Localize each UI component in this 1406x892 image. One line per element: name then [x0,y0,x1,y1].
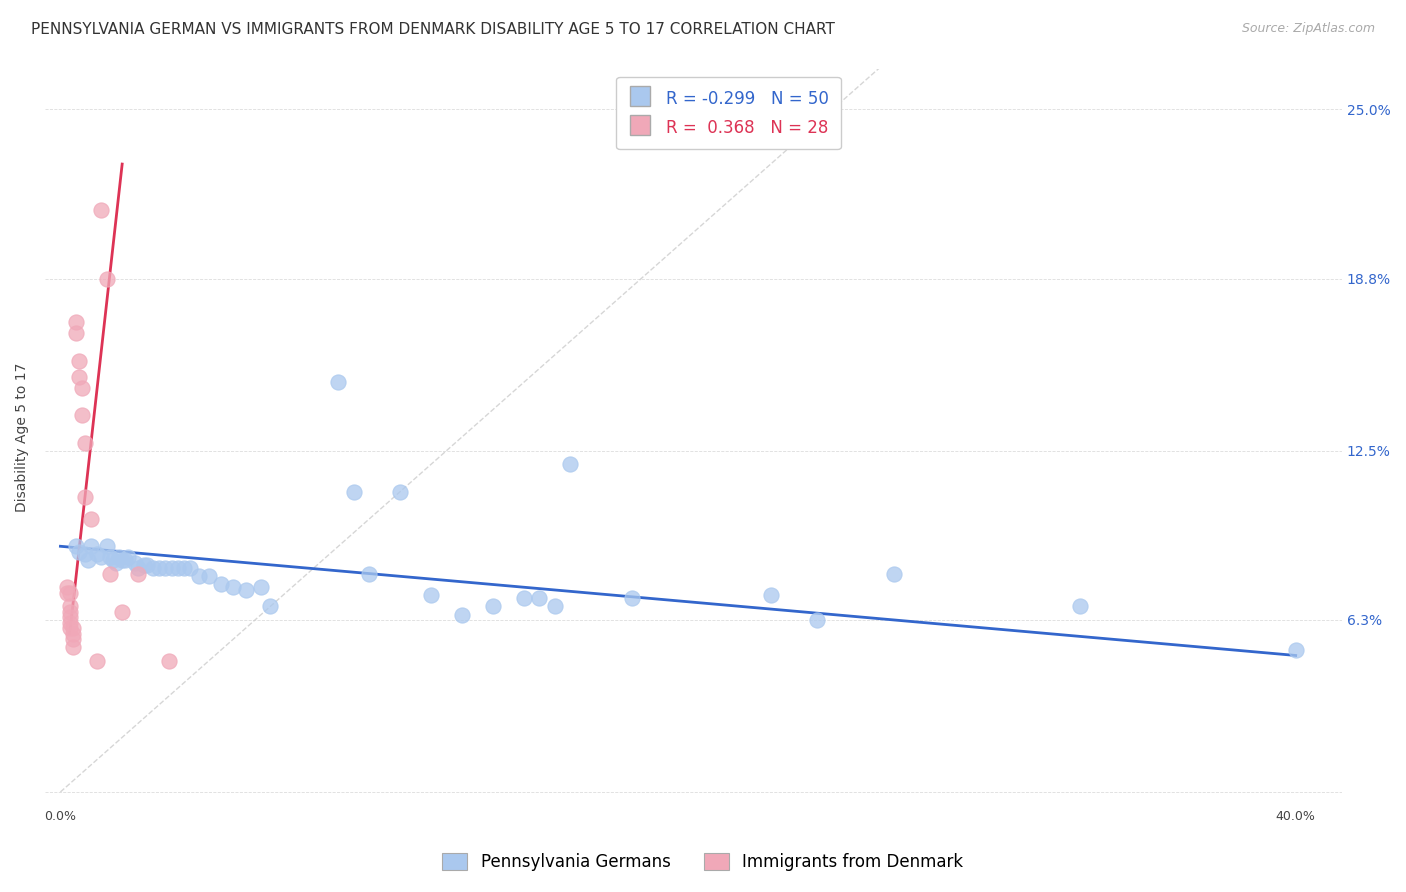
Point [558,458,581,472]
Point [1285,643,1308,657]
Point [197,569,219,583]
Point [59,605,82,619]
Point [132,558,155,573]
Point [173,561,195,575]
Point [90,550,112,565]
Point [512,591,534,606]
Point [166,561,188,575]
Point [55,580,77,594]
Legend: Pennsylvania Germans, Immigrants from Denmark: Pennsylvania Germans, Immigrants from De… [434,845,972,880]
Point [527,591,550,606]
Point [179,561,201,575]
Point [222,580,245,594]
Point [806,613,828,627]
Point [117,550,139,565]
Point [451,607,474,622]
Point [343,484,366,499]
Point [620,591,643,606]
Point [62,632,84,646]
Point [67,353,90,368]
Point [77,553,100,567]
Point [80,512,103,526]
Text: PENNSYLVANIA GERMAN VS IMMIGRANTS FROM DENMARK DISABILITY AGE 5 TO 17 CORRELATIO: PENNSYLVANIA GERMAN VS IMMIGRANTS FROM D… [31,22,835,37]
Text: Source: ZipAtlas.com: Source: ZipAtlas.com [1241,22,1375,36]
Point [86,548,108,562]
Point [148,561,170,575]
Point [250,580,273,594]
Y-axis label: Disability Age 5 to 17: Disability Age 5 to 17 [15,362,30,512]
Point [543,599,565,614]
Point [101,553,124,567]
Point [328,376,350,390]
Point [55,585,77,599]
Point [67,545,90,559]
Point [75,490,97,504]
Point [90,203,112,218]
Point [80,539,103,553]
Point [75,435,97,450]
Point [359,566,381,581]
Point [111,553,134,567]
Point [108,550,131,565]
Point [96,271,118,285]
Point [65,326,87,341]
Point [259,599,281,614]
Point [86,654,108,668]
Point [1069,599,1091,614]
Point [481,599,503,614]
Point [59,615,82,630]
Point [96,539,118,553]
Point [62,626,84,640]
Point [209,577,232,591]
Point [98,550,121,565]
Point [59,585,82,599]
Point [65,315,87,329]
Point [59,610,82,624]
Point [155,561,177,575]
Point [67,370,90,384]
Point [135,558,157,573]
Point [389,484,412,499]
Point [127,561,149,575]
Point [98,566,121,581]
Point [157,654,180,668]
Legend: R = -0.299   N = 50, R =  0.368   N = 28: R = -0.299 N = 50, R = 0.368 N = 28 [616,77,841,149]
Point [883,566,905,581]
Point [75,548,97,562]
Point [142,561,165,575]
Point [759,588,782,602]
Point [420,588,443,602]
Point [59,599,82,614]
Point [62,640,84,655]
Point [111,605,134,619]
Point [70,381,93,395]
Point [127,566,149,581]
Point [105,556,128,570]
Point [124,556,146,570]
Point [59,621,82,635]
Point [62,621,84,635]
Point [160,561,183,575]
Point [188,569,211,583]
Point [65,539,87,553]
Point [70,409,93,423]
Point [114,553,136,567]
Point [235,582,257,597]
